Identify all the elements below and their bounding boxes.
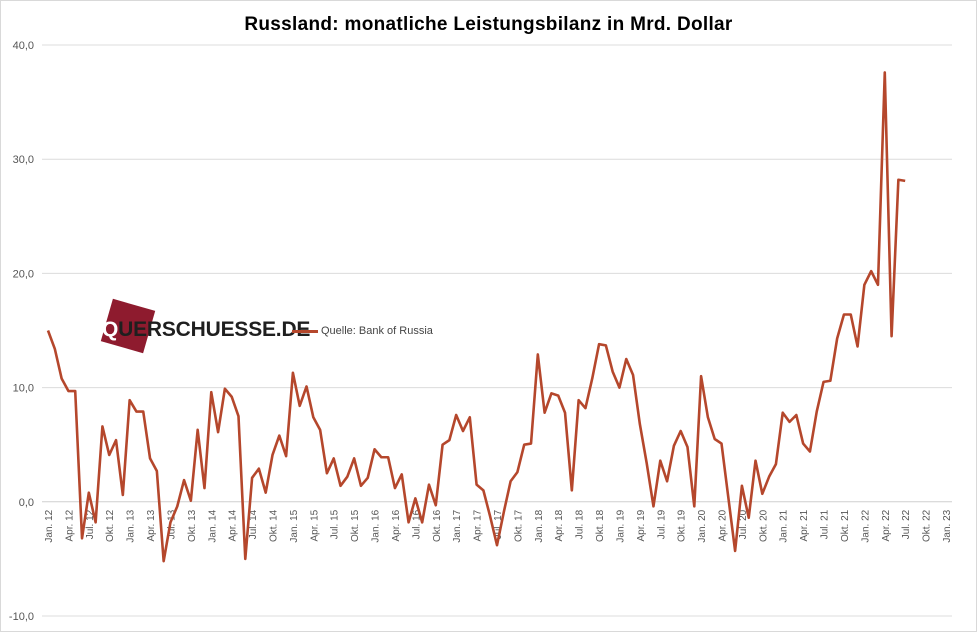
x-tick-label: Jan. 21 — [779, 509, 790, 542]
x-tick-label: Jul. 19 — [656, 509, 667, 539]
legend: Quelle: Bank of Russia — [292, 322, 433, 340]
x-tick-label: Jan. 12 — [44, 509, 55, 542]
y-tick-label: 20,0 — [13, 268, 34, 280]
x-tick-label: Okt. 13 — [187, 509, 198, 542]
x-axis: Jan. 12 Apr. 12 Jul. 12 Okt. 12 Jan. 13 Apr. … — [44, 509, 953, 542]
x-tick-label: Jan. 23 — [942, 509, 953, 542]
x-tick-label: Jan. 19 — [615, 509, 626, 542]
x-tick-label: Jul. 20 — [738, 509, 749, 539]
x-tick-label: Okt. 19 — [677, 509, 688, 542]
x-tick-label: Apr. 17 — [473, 509, 484, 541]
series-layer — [46, 71, 906, 563]
x-tick-label: Okt. 12 — [105, 509, 116, 542]
x-tick-label: Apr. 21 — [799, 509, 810, 541]
x-tick-label: Jul. 16 — [411, 509, 422, 539]
x-tick-label: Okt. 21 — [840, 509, 851, 542]
chart-title: Russland: monatliche Leistungsbilanz in … — [244, 14, 733, 35]
logo-wordmark: UERSCHUESSE.DE — [118, 318, 311, 341]
logo-letter-q: Q — [102, 318, 119, 341]
legend-label: Quelle: Bank of Russia — [321, 325, 433, 337]
x-tick-label: Apr. 14 — [228, 509, 239, 541]
x-tick-label: Apr. 18 — [554, 509, 565, 541]
x-tick-label: Jan. 16 — [371, 509, 382, 542]
y-tick-label: 10,0 — [13, 383, 34, 395]
y-tick-label: -10,0 — [9, 611, 34, 623]
x-tick-label: Jul. 21 — [820, 509, 831, 539]
x-tick-label: Jan. 13 — [126, 509, 137, 542]
x-tick-label: Jan. 20 — [697, 509, 708, 542]
y-tick-label: 30,0 — [13, 154, 34, 166]
x-tick-label: Jan. 14 — [207, 509, 218, 542]
x-tick-label: Apr. 20 — [718, 509, 729, 541]
querschuesse-logo: QUERSCHUESSE.DE — [96, 298, 310, 362]
y-tick-label: 0,0 — [19, 497, 34, 509]
x-tick-label: Jul. 22 — [901, 509, 912, 539]
x-tick-label: Jul. 13 — [166, 509, 177, 539]
series-line — [46, 71, 906, 563]
x-tick-label: Jan. 22 — [860, 509, 871, 542]
x-tick-label: Apr. 13 — [146, 509, 157, 541]
x-tick-label: Jan. 15 — [289, 509, 300, 542]
x-tick-label: Apr. 15 — [309, 509, 320, 541]
x-tick-label: Okt. 14 — [269, 509, 280, 542]
grid-lines — [42, 44, 952, 617]
x-tick-label: Jul. 12 — [85, 509, 96, 539]
x-tick-label: Apr. 22 — [881, 509, 892, 541]
logo-text: QUERSCHUESSE.DE — [102, 318, 310, 342]
x-tick-label: Okt. 20 — [758, 509, 769, 542]
x-tick-label: Jul. 18 — [575, 509, 586, 539]
legend-swatch — [292, 329, 318, 333]
y-axis: -10,0 0,0 10,0 20,0 30,0 40,0 — [9, 40, 34, 623]
x-tick-label: Okt. 22 — [922, 509, 933, 542]
y-tick-label: 40,0 — [13, 40, 34, 52]
x-tick-label: Okt. 17 — [513, 509, 524, 542]
x-tick-label: Jul. 15 — [330, 509, 341, 539]
x-tick-label: Jul. 14 — [248, 509, 259, 539]
x-tick-label: Jan. 17 — [452, 509, 463, 542]
x-tick-label: Apr. 12 — [64, 509, 75, 541]
x-tick-label: Okt. 15 — [350, 509, 361, 542]
x-tick-label: Apr. 19 — [636, 509, 647, 541]
x-tick-label: Apr. 16 — [391, 509, 402, 541]
x-tick-label: Jan. 18 — [534, 509, 545, 542]
x-tick-label: Okt. 16 — [432, 509, 443, 542]
x-tick-label: Jul. 17 — [493, 509, 504, 539]
x-tick-label: Okt. 18 — [595, 509, 606, 542]
